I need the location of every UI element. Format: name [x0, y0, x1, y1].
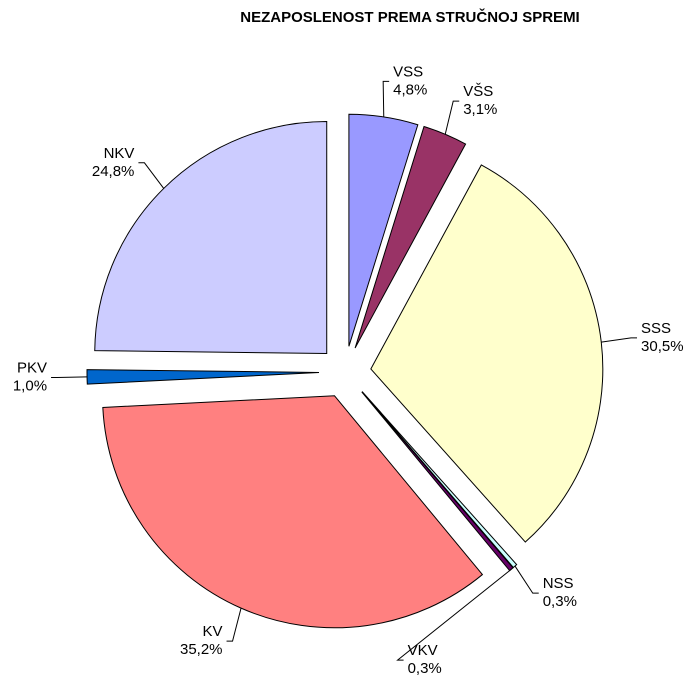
pie-slice	[94, 120, 328, 355]
category-label: SSS	[641, 320, 671, 337]
leader-line	[396, 568, 512, 661]
leader-line	[514, 565, 539, 594]
category-label: PKV	[17, 360, 47, 377]
pie-slice	[102, 395, 484, 629]
value-label: 3,1%	[463, 101, 497, 118]
leader-line	[382, 80, 390, 117]
value-label: 35,2%	[180, 641, 223, 658]
leader-line	[138, 162, 165, 189]
pie-slice	[86, 369, 320, 385]
value-label: 24,8%	[92, 163, 135, 180]
value-label: 0,3%	[408, 660, 442, 677]
leader-line	[601, 337, 638, 343]
value-label: 4,8%	[393, 81, 427, 98]
value-label: 0,3%	[543, 593, 577, 610]
value-label: 1,0%	[13, 378, 47, 395]
leader-line	[226, 608, 242, 642]
leader-line	[51, 376, 88, 379]
leader-line	[444, 100, 460, 135]
category-label: VŠS	[463, 83, 493, 100]
value-label: 30,5%	[641, 338, 684, 355]
category-label: VSS	[393, 63, 423, 80]
chart-title: NEZAPOSLENOST PREMA STRUČNOJ SPREMI	[240, 8, 579, 26]
category-label: KV	[203, 623, 223, 640]
category-label: NKV	[104, 145, 135, 162]
category-label: NSS	[543, 575, 574, 592]
category-label: VKV	[408, 642, 438, 659]
pie-slice	[354, 125, 467, 349]
